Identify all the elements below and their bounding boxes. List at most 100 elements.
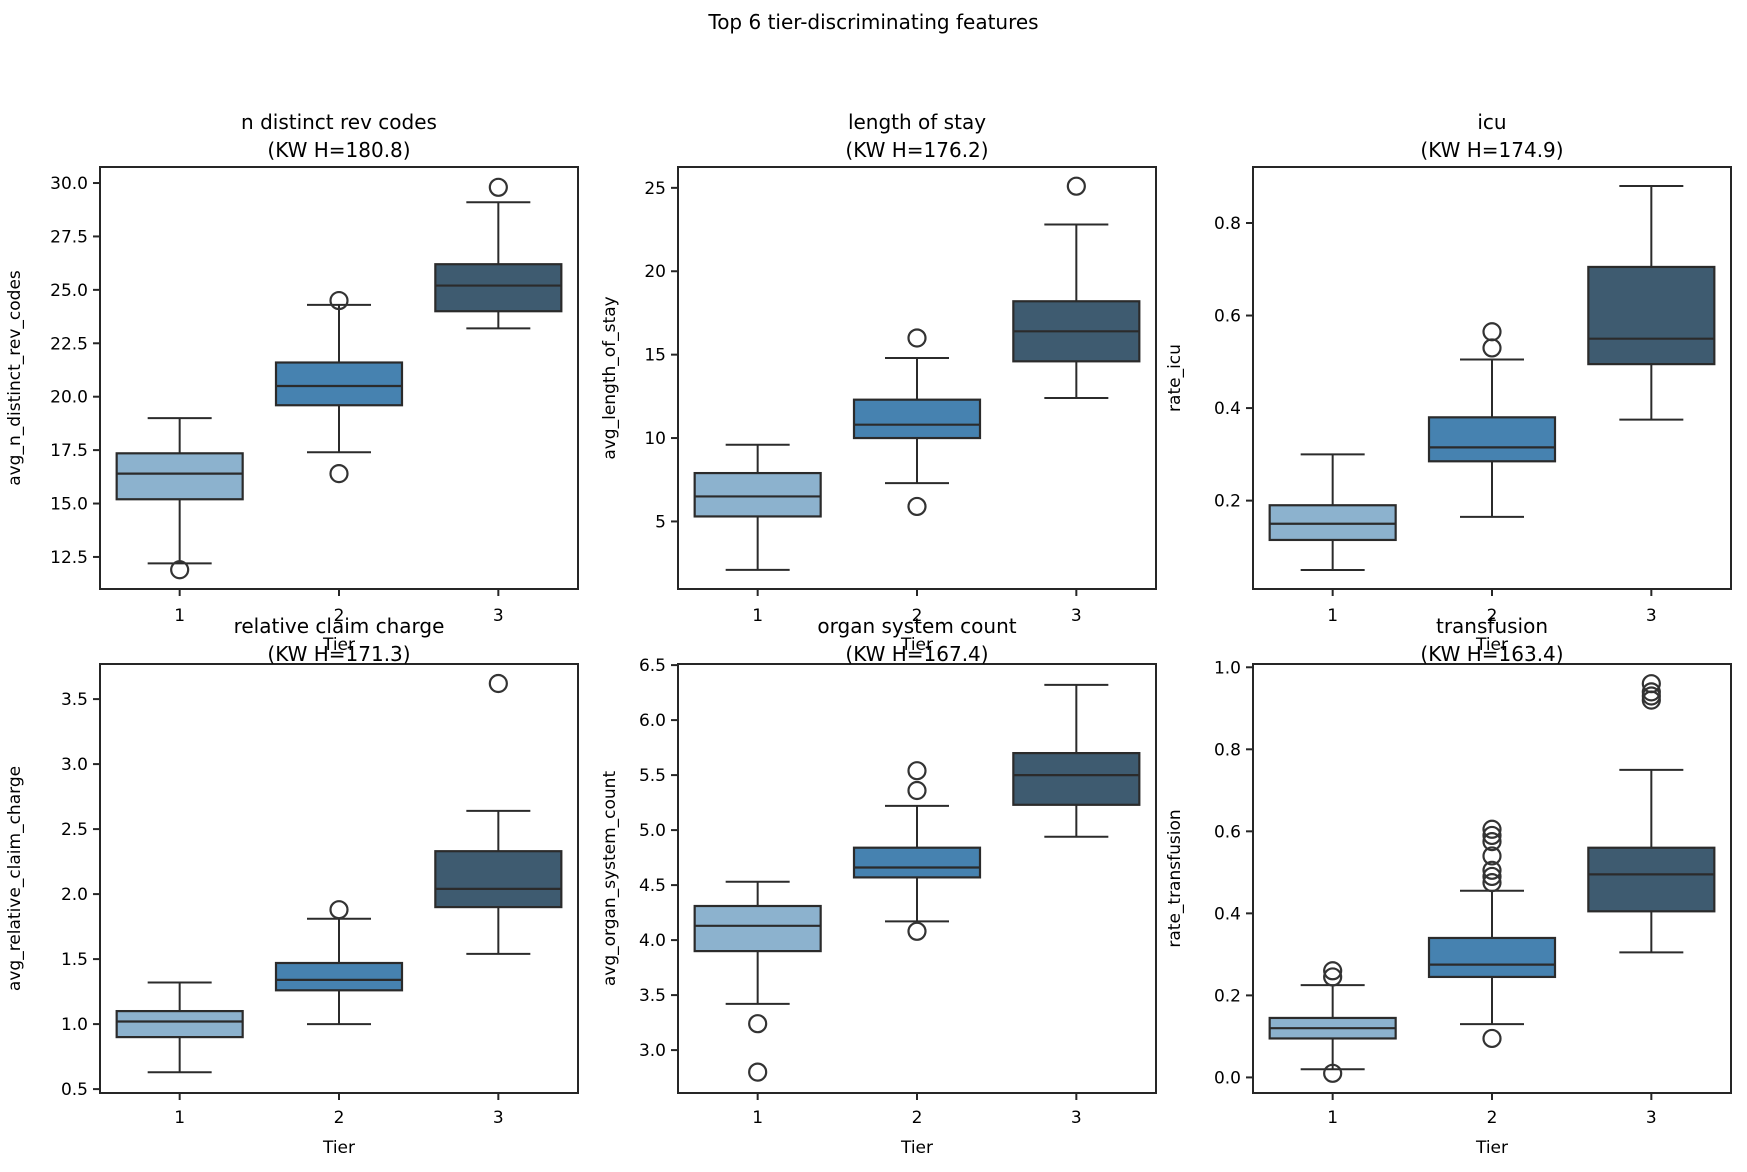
y-tick-label: 2.0 <box>61 885 88 905</box>
y-tick-label: 0.0 <box>1214 1068 1241 1088</box>
y-tick-label: 1.5 <box>61 950 88 970</box>
y-axis-label: rate_transfusion <box>1165 809 1185 947</box>
iqr-box <box>693 904 822 953</box>
outlier-point <box>907 496 927 517</box>
x-axis-label: Tier <box>1475 1138 1508 1158</box>
outlier-point <box>1482 322 1502 342</box>
x-tick-label: 2 <box>912 606 923 626</box>
y-tick-label: 25 <box>644 179 666 199</box>
x-tick-label: 3 <box>1071 1108 1082 1128</box>
iqr-box <box>1012 751 1141 806</box>
x-tick-label: 2 <box>1487 606 1498 626</box>
outlier-point <box>488 673 508 694</box>
iqr-box <box>1587 846 1716 913</box>
outlier-point <box>907 328 927 348</box>
y-tick-label: 4.0 <box>639 931 666 951</box>
box-tier-1 <box>693 880 822 1082</box>
y-tick-label: 5 <box>655 512 666 532</box>
y-tick-label: 3.5 <box>61 690 88 710</box>
box-tier-3 <box>1012 176 1141 400</box>
box-tier-3 <box>1587 184 1716 421</box>
y-tick-label: 27.5 <box>50 227 88 247</box>
x-tick-label: 3 <box>1646 1108 1657 1128</box>
box-tier-3 <box>1587 674 1716 954</box>
box-tier-2 <box>274 900 404 1026</box>
outlier-point <box>329 900 349 920</box>
iqr-box <box>434 850 563 909</box>
y-tick-label: 30.0 <box>50 174 88 194</box>
x-axis-label: Tier <box>322 635 355 655</box>
box-tier-1 <box>693 443 822 571</box>
iqr-box <box>115 1009 244 1039</box>
iqr-box <box>1268 504 1397 542</box>
outlier-point <box>488 177 508 197</box>
y-tick-label: 17.5 <box>50 441 88 461</box>
y-tick-label: 15.0 <box>50 495 88 515</box>
outlier-point <box>1482 846 1502 866</box>
x-tick-label: 1 <box>752 1108 763 1128</box>
iqr-box <box>115 452 244 501</box>
outlier-point <box>1641 674 1661 694</box>
x-axis-label: Tier <box>1475 635 1508 655</box>
y-axis-label: avg_organ_system_count <box>600 771 620 987</box>
y-tick-label: 3.0 <box>639 1041 666 1061</box>
box-tier-2 <box>274 290 404 484</box>
box-tier-2 <box>852 761 982 941</box>
box-tier-1 <box>1268 453 1397 572</box>
x-axis-label: Tier <box>322 1138 355 1158</box>
subplot-subtitle: (KW H=176.2) <box>845 138 988 162</box>
outlier-point <box>329 464 349 484</box>
outlier-point <box>1323 961 1343 981</box>
y-tick-label: 0.8 <box>1214 214 1241 234</box>
outlier-point <box>1482 873 1502 893</box>
outlier-point <box>1482 1028 1502 1049</box>
subplot-5: 3.0 3.5 4.0 4.5 5.0 5.5 6.0 6.5 1 2 3 Tier avg_organ… <box>600 614 1157 1158</box>
x-tick-label: 2 <box>334 606 345 626</box>
y-tick-label: 0.6 <box>1214 822 1241 842</box>
x-tick-label: 1 <box>1327 1108 1338 1128</box>
y-tick-label: 6.0 <box>639 711 666 731</box>
box-tier-2 <box>852 328 982 517</box>
y-tick-label: 1.0 <box>1214 658 1241 678</box>
subplot-2: 5 10 15 20 25 1 2 3 Tier avg_length_of_stay length… <box>600 110 1157 655</box>
subplot-title: length of stay <box>848 110 986 134</box>
y-tick-label: 1.0 <box>61 1015 88 1035</box>
y-tick-label: 0.5 <box>61 1080 88 1100</box>
subplot-subtitle: (KW H=167.4) <box>845 642 988 666</box>
outlier-point <box>907 761 927 781</box>
subplot-3: 0.2 0.4 0.6 0.8 1 2 3 Tier rate_icu icu (KW H=174.… <box>1165 110 1732 655</box>
outlier-point <box>1482 860 1502 880</box>
box-tier-3 <box>1012 683 1141 838</box>
x-tick-label: 3 <box>1646 606 1657 626</box>
iqr-box <box>693 471 822 518</box>
x-tick-label: 1 <box>174 1108 185 1128</box>
y-tick-label: 22.5 <box>50 334 88 354</box>
y-tick-label: 0.4 <box>1214 904 1241 924</box>
outlier-point <box>1641 682 1661 702</box>
y-tick-label: 5.5 <box>639 766 666 786</box>
y-axis-label: avg_length_of_stay <box>600 296 620 459</box>
y-tick-label: 25.0 <box>50 281 88 301</box>
x-axis-label: Tier <box>900 1138 933 1158</box>
iqr-box <box>852 398 982 440</box>
x-tick-label: 1 <box>174 606 185 626</box>
y-tick-label: 0.2 <box>1214 492 1241 512</box>
y-tick-label: 6.5 <box>639 656 666 676</box>
y-tick-label: 20.0 <box>50 388 88 408</box>
y-tick-label: 0.8 <box>1214 740 1241 760</box>
iqr-box <box>1587 265 1716 366</box>
y-tick-label: 5.0 <box>639 821 666 841</box>
box-tier-1 <box>115 417 244 580</box>
x-tick-label: 3 <box>493 1108 504 1128</box>
iqr-box <box>274 961 404 992</box>
subplot-title: icu <box>1477 110 1506 134</box>
y-tick-label: 4.5 <box>639 876 666 896</box>
y-tick-label: 2.5 <box>61 820 88 840</box>
iqr-box <box>1427 416 1557 463</box>
outlier-point <box>748 1014 768 1034</box>
x-tick-label: 2 <box>334 1108 345 1128</box>
subplot-1: 12.5 15.0 17.5 20.0 22.5 25.0 27.5 30.0 1 2 3 Tier a… <box>5 110 579 655</box>
y-tick-label: 0.6 <box>1214 307 1241 327</box>
